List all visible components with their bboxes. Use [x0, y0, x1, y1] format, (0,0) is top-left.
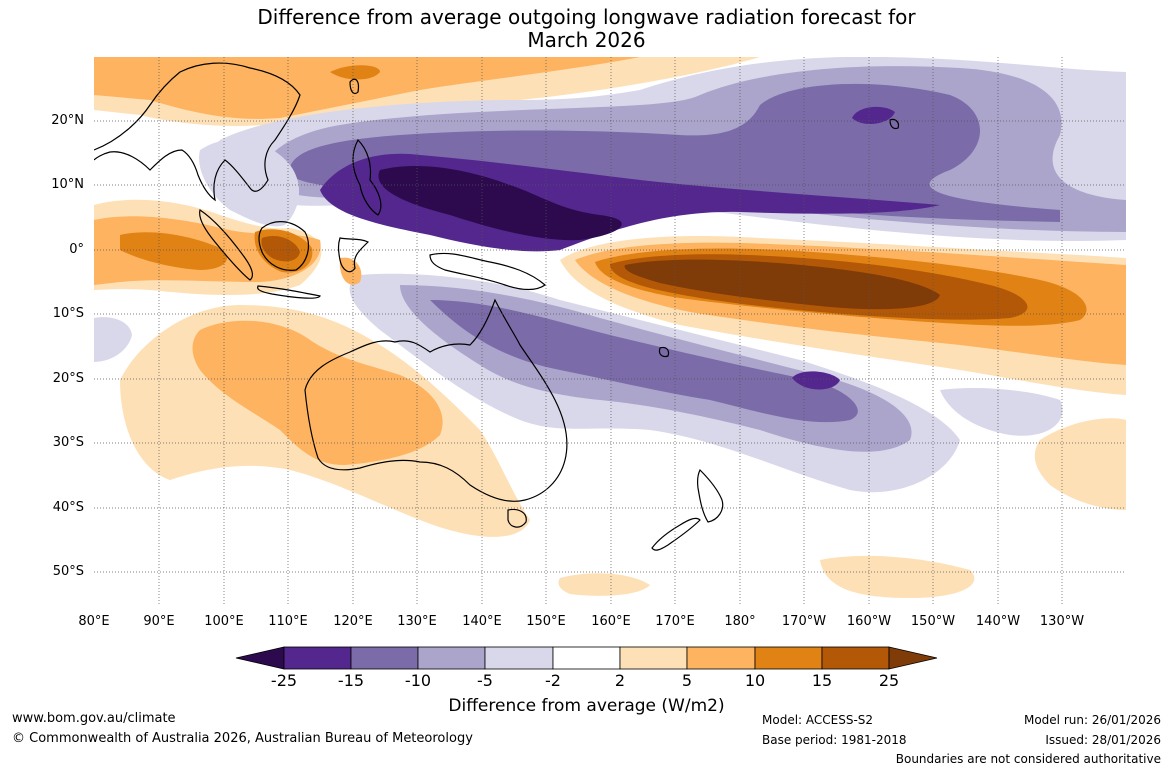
lon-label: 140°W [975, 614, 1021, 629]
sumatra-coastline [199, 209, 254, 281]
lat-label: 10°S [52, 306, 84, 321]
colorbar-title: Difference from average (W/m2) [448, 696, 725, 716]
colorbar-tick-label: 15 [811, 671, 833, 690]
lat-label: 30°S [52, 435, 84, 450]
fiji-coastline [658, 346, 670, 358]
sulawesi-coastline [337, 237, 370, 273]
new-zealand-south-coastline [651, 517, 701, 551]
lat-label: 0° [69, 242, 84, 257]
borneo-coastline [258, 221, 309, 271]
coastlines [94, 62, 900, 551]
colorbar-tick-label: -5 [477, 671, 493, 690]
positive-anomaly-north-10 [330, 65, 380, 80]
australia-coastline [304, 298, 568, 502]
lon-label: 120°E [333, 614, 373, 629]
map-title-line2: March 2026 [527, 28, 646, 52]
positive-anomaly-australia-5 [192, 320, 443, 465]
colorbar-segment [821, 646, 890, 670]
taiwan-coastline [349, 78, 360, 95]
lon-label: 160°E [591, 614, 631, 629]
lon-label: 130°E [397, 614, 437, 629]
new-zealand-north-coastline [697, 468, 724, 523]
colorbar-extension-low [235, 646, 285, 670]
lon-label: 140°E [462, 614, 502, 629]
lon-label: 150°W [910, 614, 956, 629]
colorbar-tick-label: 2 [614, 671, 626, 690]
colorbar-segment [754, 646, 823, 670]
lon-label: 180° [724, 614, 756, 629]
colorbar-segment [619, 646, 688, 670]
negative-anomaly-east-2 [940, 388, 1063, 436]
asia-mainland-coastline [94, 62, 301, 202]
colorbar-tick-label: -15 [337, 671, 365, 690]
colorbar-tick-label: 10 [744, 671, 766, 690]
positive-anomaly-south-2 [820, 555, 975, 598]
colorbar-segment [686, 646, 756, 670]
colorbar-segment [417, 646, 486, 670]
copyright-notice: © Commonwealth of Australia 2026, Austra… [12, 731, 473, 746]
negative-anomaly-hawaii [852, 106, 895, 124]
lon-label: 170°E [655, 614, 695, 629]
negative-anomaly-core-25 [378, 165, 622, 241]
colorbar-tick-label: 5 [681, 671, 693, 690]
positive-anomaly-southeast-2 [1034, 418, 1126, 510]
new-guinea-coastline [429, 252, 546, 291]
map-title-line1: Difference from average outgoing longwav… [257, 5, 916, 29]
positive-anomaly-north-5 [94, 57, 640, 119]
base-period: Base period: 1981-2018 [762, 733, 907, 747]
lon-label: 170°W [781, 614, 827, 629]
positive-anomaly-indian-10 [120, 232, 228, 270]
hawaii-coastline [889, 118, 900, 130]
lon-label: 160°W [846, 614, 892, 629]
colorbar-tick-label: -25 [270, 671, 298, 690]
positive-anomaly-borneo-15 [261, 235, 300, 262]
lon-label: 130°W [1039, 614, 1085, 629]
colorbar-segment [484, 646, 554, 670]
lon-label: 80°E [78, 614, 110, 629]
colorbar-segment [350, 646, 419, 670]
lat-label: 50°S [52, 564, 84, 579]
colorbar-segment [283, 646, 352, 670]
colorbar-tick-label: -2 [545, 671, 561, 690]
issued-date: Issued: 28/01/2026 [1045, 733, 1161, 747]
java-coastline [257, 285, 321, 299]
model-name: Model: ACCESS-S2 [762, 713, 874, 727]
negative-anomaly-spcz-10 [430, 300, 858, 423]
colorbar-tick-label: -10 [404, 671, 432, 690]
positive-anomaly-eqpac-25 [624, 259, 940, 310]
colorbar-segment [552, 646, 621, 670]
graticule [94, 57, 1126, 605]
philippines-coastline [352, 139, 382, 216]
colorbar-extension-high [888, 646, 938, 670]
lon-label: 150°E [526, 614, 566, 629]
lon-label: 100°E [204, 614, 244, 629]
boundary-disclaimer: Boundaries are not considered authoritat… [895, 752, 1161, 766]
source-url: www.bom.gov.au/climate [12, 711, 176, 726]
lat-label: 20°S [52, 371, 84, 386]
negative-anomaly-west-2 [94, 317, 132, 362]
colorbar [235, 646, 938, 670]
positive-anomaly-tasman-2 [558, 573, 650, 596]
lat-label: 20°N [51, 113, 84, 128]
lat-label: 40°S [52, 500, 84, 515]
tasmania-coastline [507, 508, 527, 528]
lon-label: 110°E [268, 614, 308, 629]
lat-label: 10°N [51, 177, 84, 192]
colorbar-tick-label: 25 [878, 671, 900, 690]
lon-label: 90°E [143, 614, 175, 629]
anomaly-field [94, 57, 1126, 605]
model-run-date: Model run: 26/01/2026 [1023, 713, 1161, 727]
